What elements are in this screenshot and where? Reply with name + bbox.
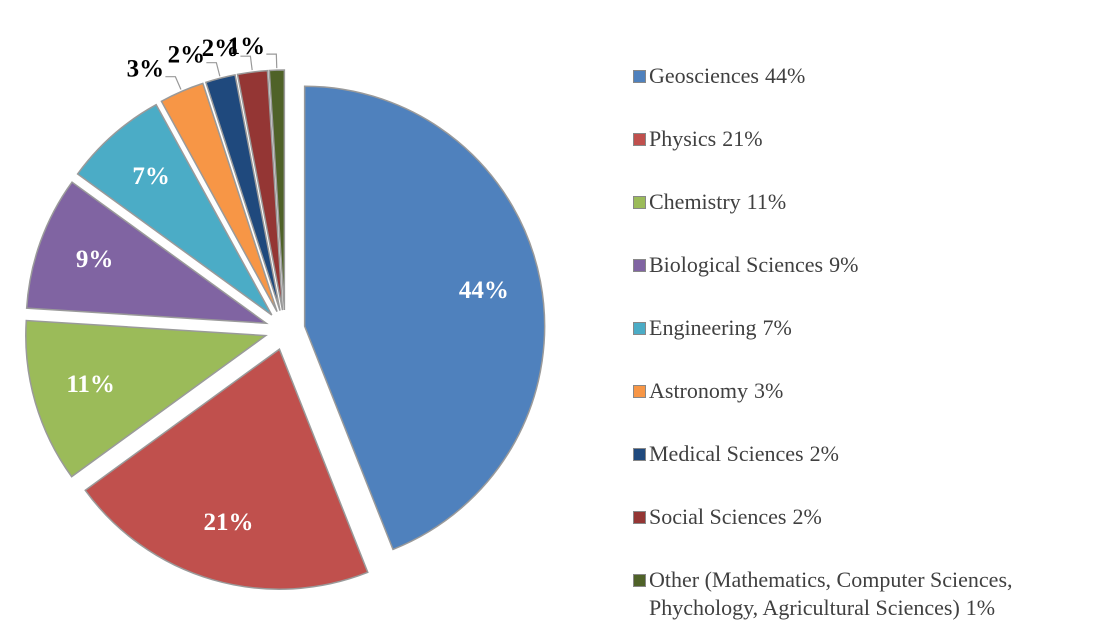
legend-name: Social Sciences [649, 504, 787, 529]
legend-marker [633, 133, 646, 146]
legend-text: Social Sciences 2% [649, 503, 822, 531]
legend-item: Geosciences 44% [633, 62, 1118, 125]
leader-line [165, 76, 182, 90]
legend-text: Engineering 7% [649, 314, 792, 342]
legend-item: Engineering 7% [633, 314, 1118, 377]
legend-value: 11% [746, 189, 787, 214]
legend-item: Chemistry 11% [633, 188, 1118, 251]
legend-value: 9% [829, 252, 859, 277]
legend-item: Physics 21% [633, 125, 1118, 188]
legend-marker [633, 448, 646, 461]
slice-label: 7% [132, 163, 170, 190]
legend-item: Astronomy 3% [633, 377, 1118, 440]
leader-line [206, 62, 221, 77]
pie-slice [204, 74, 281, 311]
slice-label: 2% [168, 41, 206, 68]
legend-text: Astronomy 3% [649, 377, 783, 405]
legend-value: 44% [764, 63, 806, 88]
slice-label: 44% [459, 277, 509, 304]
legend-text: Chemistry 11% [649, 188, 786, 216]
slice-label: 9% [76, 246, 114, 273]
leader-line [266, 53, 278, 69]
legend-name: Astronomy [649, 378, 748, 403]
legend-name: Medical Sciences [649, 441, 804, 466]
legend-marker [633, 259, 646, 272]
legend-item: Medical Sciences 2% [633, 440, 1118, 503]
legend-marker [633, 196, 646, 209]
slice-label: 1% [228, 33, 266, 60]
slice-label: 3% [127, 55, 165, 82]
legend-marker [633, 70, 646, 83]
legend-value: 2% [809, 441, 839, 466]
legend-item: Social Sciences 2% [633, 503, 1118, 566]
legend-value: 1% [965, 595, 996, 620]
legend-name: Biological Sciences [649, 252, 824, 277]
pie-slice [160, 82, 278, 313]
slice-label: 2% [202, 35, 240, 62]
pie-slice [303, 85, 546, 551]
legend-text: Medical Sciences 2% [649, 440, 839, 468]
legend-value: 21% [722, 126, 763, 151]
legend-name: Engineering [649, 315, 757, 340]
slice-label: 21% [204, 509, 254, 536]
legend-value: 7% [762, 315, 792, 340]
legend-text: Geosciences 44% [649, 62, 805, 90]
legend-item: Biological Sciences 9% [633, 251, 1118, 314]
legend-marker [633, 511, 646, 524]
pie-slice [76, 103, 273, 316]
legend-text: Biological Sciences 9% [649, 251, 858, 279]
legend-marker [633, 385, 646, 398]
pie-slice [236, 69, 284, 311]
slice-label: 11% [66, 371, 115, 398]
pie-slice [25, 319, 268, 478]
legend-value: 3% [754, 378, 784, 403]
leader-line [240, 55, 253, 71]
legend-name: Geosciences [649, 63, 759, 88]
pie-slice [25, 181, 269, 325]
legend-text: Physics 21% [649, 125, 763, 153]
pie-area: 44%21%11%9%7%3%2%2%1% [25, 33, 546, 590]
legend-name: Other (Mathematics, Computer Sciences, P… [649, 567, 1013, 620]
legend-marker [633, 322, 646, 335]
legend: Geosciences 44% Physics 21% Chemistry 11% Biol… [633, 62, 1118, 622]
pie-slice [84, 348, 369, 590]
legend-name: Physics [649, 126, 717, 151]
legend-item: Other (Mathematics, Computer Sciences, P… [633, 566, 1118, 622]
legend-name: Chemistry [649, 189, 741, 214]
legend-text: Other (Mathematics, Computer Sciences, P… [649, 566, 1118, 622]
pie-slice [268, 69, 286, 311]
legend-marker [633, 574, 646, 587]
legend-value: 2% [792, 504, 822, 529]
